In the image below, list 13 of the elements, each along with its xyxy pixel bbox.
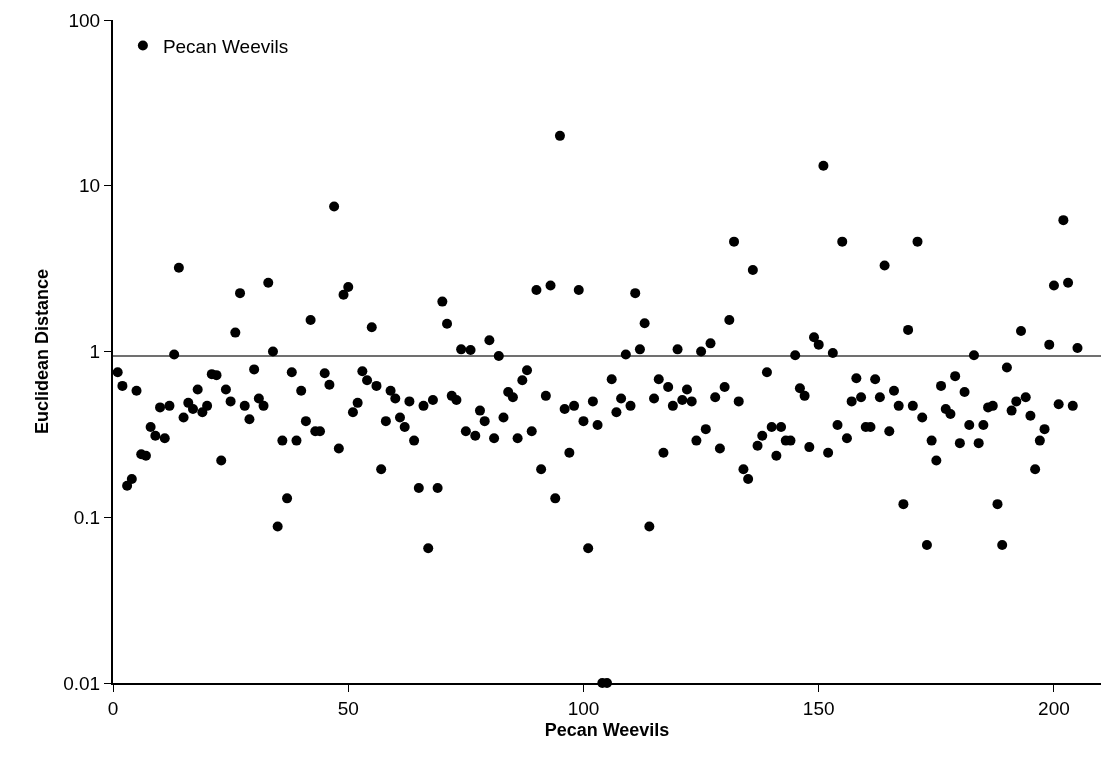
x-tick-label: 100	[567, 697, 600, 719]
y-tick-label: 10	[79, 175, 101, 197]
y-tick-label: 100	[68, 9, 101, 31]
x-tick-label: 150	[802, 697, 835, 719]
y-tick-label: 1	[89, 341, 101, 363]
y-tick-label: 0.1	[73, 506, 101, 528]
x-tick-label: 0	[107, 697, 119, 719]
x-axis-title: Pecan Weevils	[544, 720, 670, 741]
x-tick-label: 50	[337, 697, 359, 719]
y-axis-title: Euclidean Distance	[31, 268, 52, 435]
x-tick-label: 200	[1038, 697, 1070, 719]
y-tick-label: 0.01	[63, 672, 101, 694]
legend-label: Pecan Weevils	[162, 35, 289, 57]
